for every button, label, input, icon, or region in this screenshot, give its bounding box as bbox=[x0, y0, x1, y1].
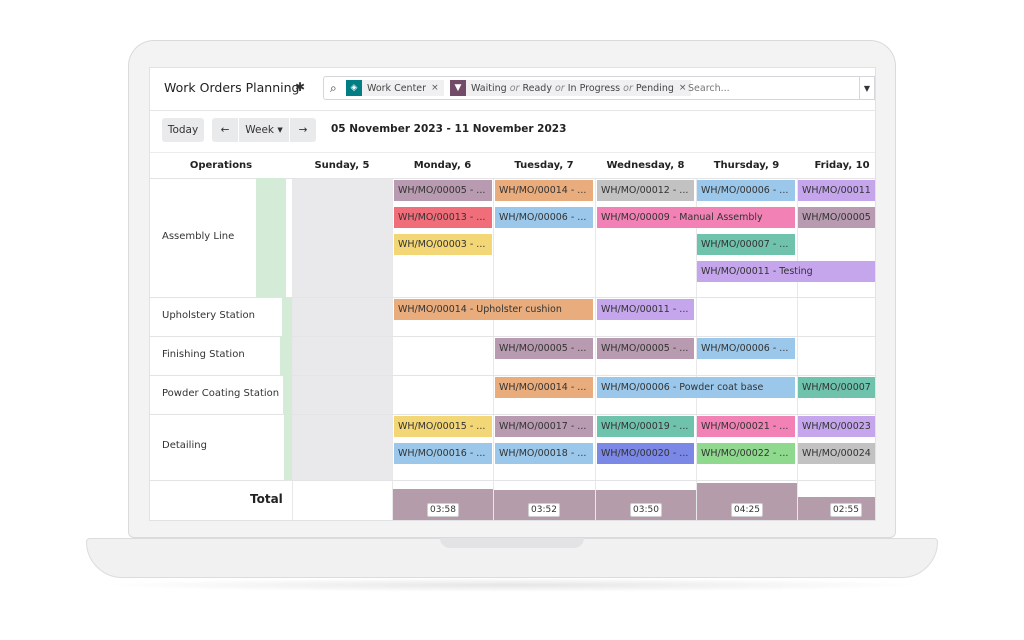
row-label-detailing: Detailing bbox=[162, 440, 207, 451]
facet-status-filter[interactable]: ▼ Waiting or Ready or In Progress or Pen… bbox=[450, 80, 692, 96]
total-value: 03:52 bbox=[528, 503, 560, 517]
scale-dropdown[interactable]: Week ▼ bbox=[239, 118, 289, 142]
grid-line bbox=[696, 178, 697, 520]
row-workload-band bbox=[280, 336, 292, 375]
grid-line bbox=[595, 178, 596, 520]
work-order-pill[interactable]: WH/MO/00014 - ... bbox=[495, 377, 593, 398]
work-order-pill[interactable]: WH/MO/00003 - ... bbox=[394, 234, 492, 255]
work-order-pill[interactable]: WH/MO/00007 - ... bbox=[697, 234, 795, 255]
row-workload-band bbox=[256, 178, 286, 297]
work-order-pill[interactable]: WH/MO/00011 bbox=[798, 180, 875, 201]
day-header: Wednesday, 8 bbox=[606, 159, 685, 171]
total-value: 03:50 bbox=[630, 503, 662, 517]
next-arrow-icon[interactable]: → bbox=[290, 118, 316, 142]
work-order-pill[interactable]: WH/MO/00024 bbox=[798, 443, 875, 464]
date-range: 05 November 2023 - 11 November 2023 bbox=[331, 123, 567, 135]
total-value: 03:58 bbox=[427, 503, 459, 517]
day-header: Thursday, 9 bbox=[713, 159, 780, 171]
facet-work-center[interactable]: ◈ Work Center × bbox=[346, 80, 444, 96]
layers-icon: ◈ bbox=[346, 80, 362, 96]
prev-arrow-icon[interactable]: ← bbox=[212, 118, 238, 142]
grid-line bbox=[150, 375, 875, 376]
total-value: 02:55 bbox=[830, 503, 862, 517]
grid-line bbox=[150, 336, 875, 337]
control-panel: Work Orders Planning ✱ ⌕ ◈ Work Center ×… bbox=[150, 68, 875, 111]
total-value: 04:25 bbox=[731, 503, 763, 517]
close-icon[interactable]: × bbox=[431, 83, 439, 93]
page-title: Work Orders Planning bbox=[164, 80, 300, 95]
laptop-shadow bbox=[100, 578, 924, 592]
total-label: Total bbox=[250, 492, 283, 506]
gear-icon[interactable]: ✱ bbox=[295, 80, 306, 94]
row-label-upholstery-station: Upholstery Station bbox=[162, 310, 255, 321]
day-header: Monday, 6 bbox=[413, 159, 472, 171]
app-screen: Work Orders Planning ✱ ⌕ ◈ Work Center ×… bbox=[150, 68, 875, 520]
chevron-down-icon[interactable]: ▼ bbox=[859, 77, 874, 99]
grid-line bbox=[150, 178, 875, 179]
weekend-column bbox=[292, 178, 392, 480]
work-order-pill[interactable]: WH/MO/00022 - ... bbox=[697, 443, 795, 464]
laptop-base-notch bbox=[440, 538, 584, 548]
work-order-pill[interactable]: WH/MO/00005 - ... bbox=[597, 338, 694, 359]
close-icon[interactable]: × bbox=[678, 83, 687, 93]
work-order-pill[interactable]: WH/MO/00005 - ... bbox=[394, 180, 492, 201]
search-input[interactable] bbox=[688, 80, 838, 96]
grid-line bbox=[150, 297, 875, 298]
day-header: Friday, 10 bbox=[814, 159, 870, 171]
work-order-pill[interactable]: WH/MO/00021 - ... bbox=[697, 416, 795, 437]
gantt-toolbar: Today ← Week ▼ → 05 November 2023 - 11 N… bbox=[150, 110, 875, 152]
work-order-pill[interactable]: WH/MO/00018 - ... bbox=[495, 443, 593, 464]
grid-line bbox=[292, 178, 293, 520]
work-order-pill[interactable]: WH/MO/00011 - ... bbox=[597, 299, 694, 320]
facet-label: Work Center bbox=[367, 82, 427, 94]
work-order-pill[interactable]: WH/MO/00017 - ... bbox=[495, 416, 593, 437]
row-workload-band bbox=[283, 375, 292, 414]
row-label-finishing-station: Finishing Station bbox=[162, 349, 245, 360]
row-label-powder-coating-station: Powder Coating Station bbox=[162, 388, 280, 399]
work-order-pill[interactable]: WH/MO/00015 - ... bbox=[394, 416, 492, 437]
work-order-pill[interactable]: WH/MO/00012 - ... bbox=[597, 180, 694, 201]
work-order-pill[interactable]: WH/MO/00014 - ... bbox=[495, 180, 593, 201]
work-order-pill[interactable]: WH/MO/00023 bbox=[798, 416, 875, 437]
work-order-pill[interactable]: WH/MO/00005 bbox=[798, 207, 875, 228]
grid-line bbox=[392, 178, 393, 520]
work-order-pill[interactable]: WH/MO/00013 - ... bbox=[394, 207, 492, 228]
work-order-pill[interactable]: WH/MO/00019 - ... bbox=[597, 416, 694, 437]
search-icon[interactable]: ⌕ bbox=[330, 81, 337, 95]
work-order-pill[interactable]: WH/MO/00006 - ... bbox=[697, 180, 795, 201]
row-label-assembly-line: Assembly Line bbox=[162, 231, 235, 242]
grid-line bbox=[797, 178, 798, 520]
work-order-pill[interactable]: WH/MO/00006 - ... bbox=[495, 207, 593, 228]
search-bar[interactable]: ⌕ ◈ Work Center × ▼ Waiting or Ready or … bbox=[323, 76, 875, 100]
work-order-pill[interactable]: WH/MO/00014 - Upholster cushion bbox=[394, 299, 593, 320]
work-order-pill[interactable]: WH/MO/00020 - ... bbox=[597, 443, 694, 464]
day-header: Tuesday, 7 bbox=[514, 159, 574, 171]
filter-icon: ▼ bbox=[450, 80, 466, 96]
grid-line bbox=[493, 178, 494, 520]
work-order-pill[interactable]: WH/MO/00007 bbox=[798, 377, 875, 398]
operations-header: Operations bbox=[189, 159, 253, 171]
work-order-pill[interactable]: WH/MO/00005 - ... bbox=[495, 338, 593, 359]
header-top-border bbox=[150, 152, 875, 153]
work-order-pill[interactable]: WH/MO/00006 - ... bbox=[697, 338, 795, 359]
caret-down-icon: ▼ bbox=[277, 126, 283, 134]
today-button[interactable]: Today bbox=[162, 118, 204, 142]
grid-line bbox=[150, 480, 875, 481]
facet-filter-values: Waiting or Ready or In Progress or Pendi… bbox=[471, 82, 674, 94]
work-order-pill[interactable]: WH/MO/00011 - Testing bbox=[697, 261, 875, 282]
work-order-pill[interactable]: WH/MO/00009 - Manual Assembly bbox=[597, 207, 795, 228]
row-workload-band bbox=[284, 414, 292, 480]
row-workload-band bbox=[282, 297, 292, 336]
work-order-pill[interactable]: WH/MO/00016 - ... bbox=[394, 443, 492, 464]
grid-line bbox=[150, 414, 875, 415]
day-header: Sunday, 5 bbox=[314, 159, 370, 171]
work-order-pill[interactable]: WH/MO/00006 - Powder coat base bbox=[597, 377, 795, 398]
